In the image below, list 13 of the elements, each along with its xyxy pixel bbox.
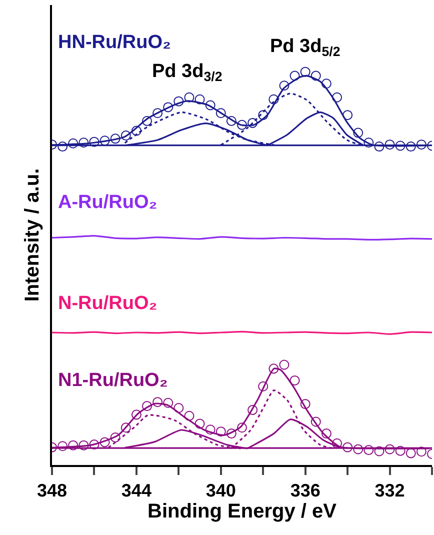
series-label: A-Ru/RuO₂ xyxy=(58,192,158,213)
series-label: N1-Ru/RuO₂ xyxy=(58,370,168,391)
y-axis-title: Intensity / a.u. xyxy=(21,168,44,302)
x-tick-label: 348 xyxy=(36,480,68,500)
series-label: N-Ru/RuO₂ xyxy=(58,293,158,314)
annotation: Pd 3d$_{3/2}$ xyxy=(152,61,222,84)
x-tick-label: 332 xyxy=(374,480,405,500)
text: HN-Ru/RuO₂ xyxy=(58,32,171,53)
x-tick-label: 336 xyxy=(290,480,320,500)
x-axis-title: Binding Energy / eV xyxy=(148,500,338,522)
annotation: Pd 3d$_{5/2}$ xyxy=(270,36,340,59)
x-tick-label: 344 xyxy=(121,480,152,500)
x-tick-label: 340 xyxy=(206,480,236,500)
